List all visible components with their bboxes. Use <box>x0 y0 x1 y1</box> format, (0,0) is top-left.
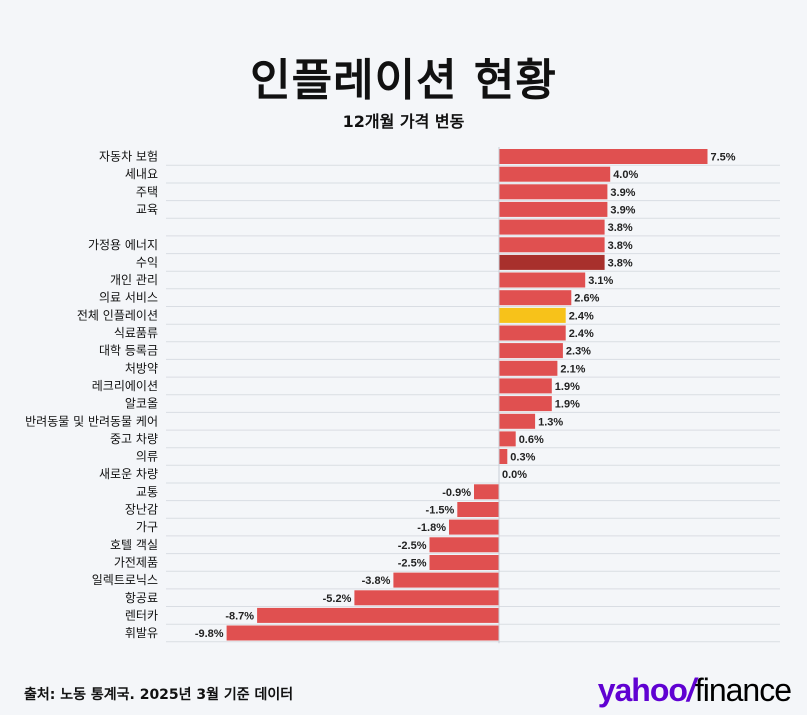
value-label: 2.4% <box>569 328 594 340</box>
value-label: 0.0% <box>502 469 527 481</box>
bar <box>499 396 552 412</box>
value-label: -1.8% <box>417 522 446 534</box>
bar <box>354 590 499 606</box>
value-label: -2.5% <box>398 558 427 570</box>
category-label: 레크리에이션 <box>92 379 158 393</box>
bar <box>457 502 499 517</box>
category-label: 전체 인플레이션 <box>77 308 158 322</box>
source-note: 출처: 노동 통계국. 2025년 3월 기준 데이터 <box>24 687 294 703</box>
value-label: 3.1% <box>588 275 613 287</box>
value-label: 1.3% <box>538 416 563 428</box>
category-label: 반려동물 및 반려동물 케어 <box>25 414 158 428</box>
value-label: 3.8% <box>608 222 633 234</box>
bar <box>429 555 499 570</box>
value-label: 2.6% <box>574 293 599 305</box>
category-label: 수익 <box>136 255 158 269</box>
value-label: 0.3% <box>510 452 535 464</box>
category-label: 개인 관리 <box>110 273 158 287</box>
bar <box>499 413 536 429</box>
category-label: 세내요 <box>125 167 158 181</box>
value-label: 4.0% <box>613 169 638 181</box>
bar <box>499 149 708 164</box>
value-label: 3.8% <box>608 257 633 269</box>
category-label: 중고 차량 <box>110 432 158 446</box>
value-label: -3.8% <box>362 575 391 587</box>
category-label: 대학 등록금 <box>99 344 158 358</box>
value-label: 1.9% <box>555 381 580 393</box>
value-label: 1.9% <box>555 399 580 411</box>
category-label: 렌터카 <box>125 608 158 622</box>
category-label: 자동차 보험 <box>99 150 158 164</box>
value-label: 2.1% <box>560 363 585 375</box>
value-label: -2.5% <box>398 540 427 552</box>
category-label: 교통 <box>136 485 158 499</box>
bar <box>499 449 508 464</box>
value-label: -9.8% <box>195 628 224 640</box>
yahoo-finance-logo: yahoo/finance <box>597 672 792 708</box>
bar <box>257 607 499 623</box>
bar <box>499 360 558 376</box>
bar <box>429 537 499 553</box>
value-label: 3.8% <box>608 240 633 252</box>
value-label: -8.7% <box>225 610 254 622</box>
bar <box>499 343 563 359</box>
category-label: 주택 <box>136 185 158 199</box>
category-label: 장난감 <box>125 503 158 517</box>
category-label: 가전제품 <box>114 556 158 570</box>
chart-title: 인플레이션 현황 <box>250 55 557 106</box>
bar <box>499 184 608 200</box>
category-label: 일렉트로닉스 <box>92 573 158 587</box>
category-label: 휘발유 <box>125 626 158 640</box>
value-label: 2.4% <box>569 310 594 322</box>
category-label: 호텔 객실 <box>110 538 158 552</box>
bar <box>499 254 605 270</box>
bar <box>499 219 605 235</box>
chart-subtitle: 12개월 가격 변동 <box>342 112 465 131</box>
bar <box>499 237 605 253</box>
value-label: -0.9% <box>442 487 471 499</box>
bar <box>499 378 552 394</box>
value-label: -5.2% <box>323 593 352 605</box>
value-label: 2.3% <box>566 346 591 358</box>
bar <box>499 166 611 182</box>
bar <box>226 625 499 641</box>
category-label: 가정용 에너지 <box>88 238 158 252</box>
bar <box>474 484 499 500</box>
value-label: 3.9% <box>610 204 635 216</box>
bar <box>499 290 572 306</box>
value-label: 7.5% <box>711 152 736 164</box>
value-label: -1.5% <box>426 505 455 517</box>
bar <box>499 272 586 288</box>
bar <box>499 431 516 447</box>
category-label: 항공료 <box>125 591 158 605</box>
value-label: 3.9% <box>610 187 635 199</box>
bar <box>499 307 566 323</box>
bar <box>393 572 499 588</box>
category-label: 의료 서비스 <box>99 291 158 305</box>
bar <box>449 519 499 535</box>
category-label: 새로운 차량 <box>99 467 158 481</box>
category-label: 식료품류 <box>114 326 158 340</box>
value-label: 0.6% <box>519 434 544 446</box>
category-label: 교육 <box>136 202 158 216</box>
category-label: 의류 <box>136 450 158 464</box>
category-label: 알코올 <box>125 397 158 411</box>
bar <box>499 201 608 217</box>
category-label: 가구 <box>136 520 158 534</box>
bar <box>499 325 566 341</box>
category-label: 처방약 <box>125 360 158 375</box>
